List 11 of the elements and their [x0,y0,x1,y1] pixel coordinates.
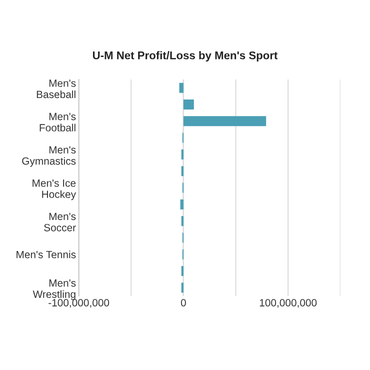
chart-title: U-M Net Profit/Loss by Men's Sport [92,51,278,62]
x-tick-label: -100,000,000 [48,299,110,308]
y-tick-label: Men's Ice Hockey [32,180,76,200]
y-tick-label: Men's Tennis [16,250,76,258]
x-tick-label: 0 [180,299,186,306]
y-tick-label: Men's Football [40,112,76,132]
y-tick-label: Men's Soccer [44,212,76,232]
x-tick-label: 100,000,000 [260,299,317,308]
y-tick-label: Men's Gymnastics [22,146,76,167]
y-tick-label: Men's Baseball [36,80,76,98]
y-tick-label: Men's Wrestling [32,279,76,300]
